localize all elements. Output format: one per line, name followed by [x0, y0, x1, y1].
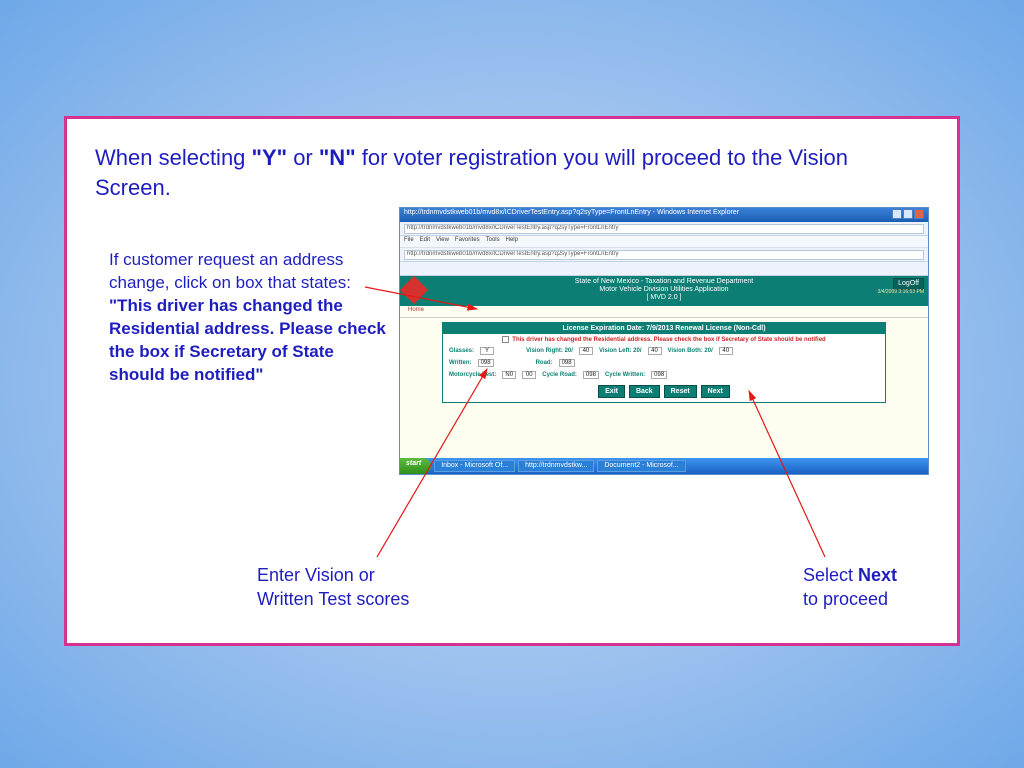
callout-next-post: to proceed	[803, 589, 888, 609]
address-bar-row-2: http://trdnmvdstkweb01b/mvd8x/ICDriverTe…	[400, 248, 928, 262]
menu-favorites[interactable]: Favorites	[455, 237, 480, 246]
title-text: When selecting "Y" or "N" for voter regi…	[95, 143, 929, 202]
cycle-written-field[interactable]: 098	[651, 371, 667, 379]
start-button[interactable]: start	[400, 458, 431, 474]
menu-edit[interactable]: Edit	[420, 237, 430, 246]
left-callout-intro: If customer request an address change, c…	[109, 249, 389, 295]
back-button[interactable]: Back	[629, 385, 660, 398]
notify-checkbox[interactable]	[502, 336, 509, 343]
cycle-road-label: Cycle Road:	[542, 372, 577, 378]
browser-menubar: File Edit View Favorites Tools Help	[400, 236, 928, 248]
home-link[interactable]: Home	[400, 306, 928, 318]
address-bar[interactable]: http://trdnmvdstkweb01b/mvd8x/ICDriverTe…	[404, 224, 924, 234]
browser-title: http://trdnmvdstkweb01b/mvd8x/ICDriverTe…	[404, 209, 739, 221]
menu-tools[interactable]: Tools	[486, 237, 500, 246]
button-row: Exit Back Reset Next	[443, 381, 885, 402]
vision-right-field[interactable]: 40	[579, 347, 593, 355]
callout-next-bold: Next	[858, 565, 897, 585]
taskbar-item[interactable]: Inbox - Microsoft Of...	[434, 460, 515, 472]
window-buttons	[892, 209, 924, 221]
form-header: License Expiration Date: 7/9/2013 Renewa…	[443, 323, 885, 334]
left-callout-quote: "This driver has changed the Residential…	[109, 295, 389, 387]
glasses-field[interactable]: Y	[480, 347, 494, 355]
callout-vision-scores: Enter Vision or Written Test scores	[257, 564, 409, 611]
cycle-written-label: Cycle Written:	[605, 372, 645, 378]
vision-left-field[interactable]: 40	[648, 347, 662, 355]
taskbar-item[interactable]: http://trdnmvdstkw...	[518, 460, 594, 472]
callout-next-pre: Select	[803, 565, 858, 585]
maximize-icon[interactable]	[903, 209, 913, 219]
left-callout: If customer request an address change, c…	[109, 249, 389, 387]
next-button[interactable]: Next	[701, 385, 730, 398]
written-field[interactable]: 098	[478, 359, 494, 367]
menu-view[interactable]: View	[436, 237, 449, 246]
browser-toolbar	[400, 262, 928, 276]
app-header: State of New Mexico - Taxation and Reven…	[400, 276, 928, 306]
callout-select-next: Select Next to proceed	[803, 541, 897, 611]
cycle-road-field[interactable]: 098	[583, 371, 599, 379]
title-pre: When selecting	[95, 145, 252, 170]
timestamp: 3/4/2009 3:16:53 PM	[878, 290, 924, 296]
vision-both-field[interactable]: 40	[719, 347, 733, 355]
address-bar-2[interactable]: http://trdnmvdstkweb01b/mvd8x/ICDriverTe…	[404, 250, 924, 260]
glasses-label: Glasses:	[449, 348, 474, 354]
app-header-line1: State of New Mexico - Taxation and Reven…	[402, 278, 926, 286]
slide-card: When selecting "Y" or "N" for voter regi…	[64, 116, 960, 646]
exit-button[interactable]: Exit	[598, 385, 625, 398]
reset-button[interactable]: Reset	[664, 385, 697, 398]
app-header-line3: [ MVD 2.0 ]	[402, 294, 926, 302]
address-change-notice: This driver has changed the Residential …	[443, 334, 885, 345]
written-row: Written: 098 Road: 098	[443, 357, 885, 369]
motorcycle-field-2[interactable]: 00	[522, 371, 536, 379]
motorcycle-row: Motorcycle Test: N0 00 Cycle Road: 098 C…	[443, 369, 885, 381]
app-header-line2: Motor Vehicle Division Utilities Applica…	[402, 286, 926, 294]
menu-help[interactable]: Help	[506, 237, 518, 246]
close-icon[interactable]	[914, 209, 924, 219]
vision-row: Glasses: Y Vision Right: 20/ 40 Vision L…	[443, 345, 885, 357]
taskbar-item[interactable]: Document2 - Microsof...	[597, 460, 685, 472]
minimize-icon[interactable]	[892, 209, 902, 219]
vision-left-label: Vision Left: 20/	[599, 348, 642, 354]
browser-titlebar: http://trdnmvdstkweb01b/mvd8x/ICDriverTe…	[400, 208, 928, 222]
road-field[interactable]: 098	[559, 359, 575, 367]
written-label: Written:	[449, 360, 472, 366]
address-bar-row: http://trdnmvdstkweb01b/mvd8x/ICDriverTe…	[400, 222, 928, 236]
motorcycle-label: Motorcycle Test:	[449, 372, 496, 378]
road-label: Road:	[536, 360, 553, 366]
home-link-text: Home	[408, 307, 424, 313]
title-n: "N"	[319, 145, 356, 170]
embedded-screenshot: http://trdnmvdstkweb01b/mvd8x/ICDriverTe…	[399, 207, 929, 475]
form-area: License Expiration Date: 7/9/2013 Renewa…	[442, 322, 886, 403]
title-mid: or	[287, 145, 319, 170]
vision-both-label: Vision Both: 20/	[668, 348, 713, 354]
taskbar: start Inbox - Microsoft Of... http://trd…	[400, 458, 928, 474]
motorcycle-field-1[interactable]: N0	[502, 371, 516, 379]
menu-file[interactable]: File	[404, 237, 414, 246]
title-y: "Y"	[252, 145, 288, 170]
notice-text: This driver has changed the Residential …	[512, 337, 825, 343]
vision-right-label: Vision Right: 20/	[526, 348, 573, 354]
